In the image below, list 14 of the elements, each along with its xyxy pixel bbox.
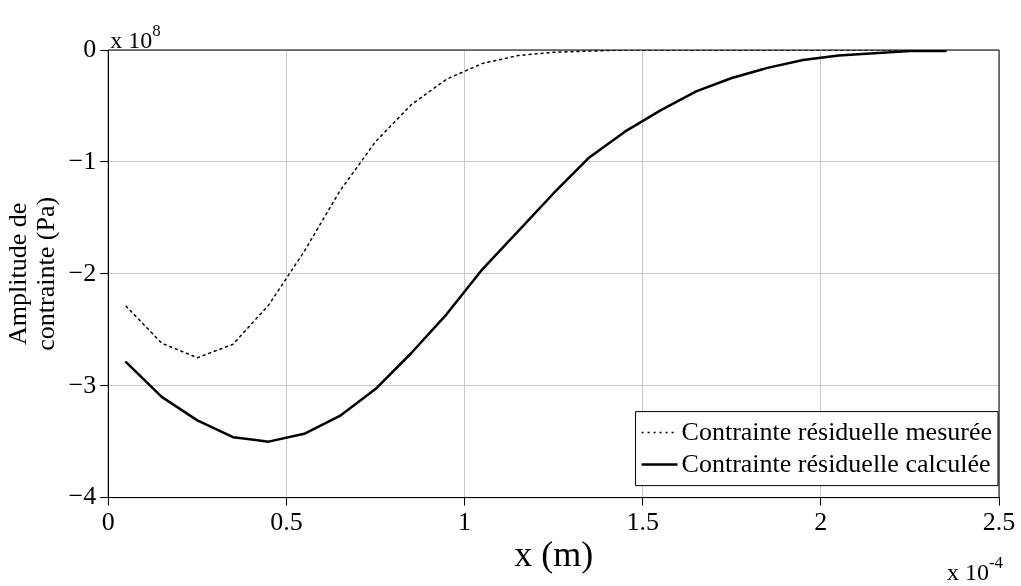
x-tick-label: 2.5 bbox=[982, 507, 1016, 537]
x-tick-label: 1 bbox=[458, 507, 472, 537]
legend-label: Contrainte résiduelle mesurée bbox=[681, 417, 993, 447]
y-tick-label: −3 bbox=[68, 369, 97, 399]
y-tick-label: −4 bbox=[68, 481, 97, 511]
y-tick-label: 0 bbox=[83, 33, 97, 63]
y-tick-label: −2 bbox=[68, 257, 97, 287]
y-axis-title: Amplitude de contrainte (Pa) bbox=[3, 196, 60, 351]
x-tick-label: 0.5 bbox=[270, 507, 303, 537]
legend-label: Contrainte résiduelle calculée bbox=[681, 449, 991, 479]
x-axis-title: x (m) bbox=[514, 533, 594, 574]
x-tick-label: 1.5 bbox=[626, 507, 659, 537]
x-tick-label: 2 bbox=[814, 507, 828, 537]
y-tick-label: −1 bbox=[68, 145, 97, 175]
